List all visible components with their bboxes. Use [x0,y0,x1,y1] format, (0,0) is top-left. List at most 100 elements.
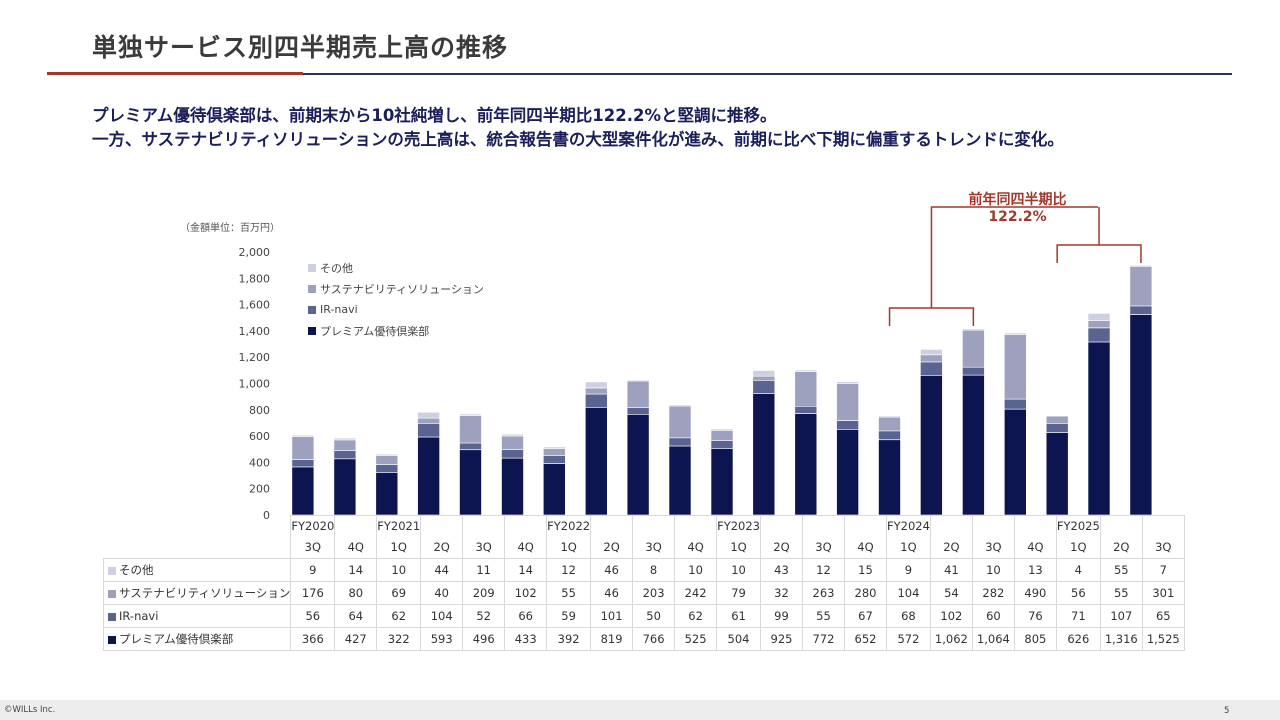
data-label: 263 [801,581,845,605]
bar-segment-1 [752,379,776,394]
data-label: 56 [1055,581,1101,605]
y-tick-label: 1,800 [239,272,271,285]
data-label: 203 [632,581,676,605]
fiscal-year-label [1141,515,1185,536]
bar-segment-2 [1087,320,1111,329]
quarter-label: 4Q [334,536,378,559]
data-label: 44 [420,558,464,582]
bar-segment-3 [1003,332,1027,336]
fiscal-year-label [462,515,506,536]
bar-segment-2 [962,329,985,368]
title-underline [303,73,1232,75]
series-swatch [108,612,116,621]
bar-segment-2 [417,417,440,424]
bar-segment-3 [501,433,524,437]
quarter-label: 2Q [759,536,803,559]
data-label: 101 [590,604,634,628]
data-label: 66 [504,604,548,628]
legend-item: その他 [308,257,484,278]
quarter-label: 3Q [971,536,1015,559]
chart-legend: その他 サステナビリティソリューション IR-navi プレミアム優待倶楽部 [308,257,484,341]
data-label: 1,525 [1141,627,1185,651]
data-label: 68 [885,604,931,628]
data-label: 14 [334,558,378,582]
legend-label: IR-navi [320,303,358,316]
legend-swatch [308,305,316,314]
table-row: 3Q 4Q 1Q 2Q 3Q 4Q 1Q 2Q 3Q 4Q 1Q 2Q 3Q 4Q 1Q 2Q 3Q 4Q 1Q 2Q… [104,536,1185,559]
bar-segment-3 [794,369,818,373]
quarter-label: 3Q [462,536,506,559]
fiscal-year-label [843,515,887,536]
bar-segment-2 [794,371,818,407]
bracket-2024 [888,307,975,326]
bar-segment-2 [1003,334,1027,400]
fiscal-year-label [971,515,1015,536]
fiscal-year-label: FY2021 [376,515,422,536]
data-label: 242 [674,581,718,605]
bar-segment-2 [836,383,859,421]
data-label: 925 [759,627,803,651]
data-label: 1,064 [971,627,1015,651]
data-label: 102 [504,581,548,605]
y-tick-label: 2,000 [239,246,271,259]
y-tick-label: 800 [249,404,270,417]
series-name: IR-navi [119,609,159,623]
quarter-label: 2Q [929,536,973,559]
table-row: プレミアム優待倶楽部 366 427 322 593 496 433 392 819 766 525… [102,627,1185,651]
quarter-label: 2Q [420,536,464,559]
series-name: プレミアム優待倶楽部 [119,632,234,646]
quarter-label: 4Q [674,536,718,559]
bar-segment-1 [836,420,859,430]
bar-segment-3 [920,349,943,356]
bar-segment-2 [375,455,399,465]
bar-segment-2 [542,448,566,456]
bar-segment-1 [920,361,943,376]
fiscal-year-label [1013,515,1057,536]
data-label: 7 [1141,558,1185,582]
bar-segment-2 [333,439,357,451]
quarter-label: 3Q [801,536,845,559]
bar-segment-3 [542,446,566,449]
bar-segment-0 [962,374,985,516]
fiscal-year-label [504,515,548,536]
bar-segment-2 [668,405,692,439]
fiscal-year-label [1099,515,1143,536]
bar-segment-1 [459,442,482,450]
bar-segment-3 [417,411,440,419]
data-label: 43 [759,558,803,582]
data-label: 62 [674,604,718,628]
data-label: 55 [1099,581,1143,605]
data-label: 1,316 [1099,627,1143,651]
fiscal-year-label [632,515,676,536]
bar-segment-3 [626,379,650,382]
bar-segment-1 [417,422,440,438]
data-label: 64 [334,604,378,628]
data-label: 15 [843,558,887,582]
data-label: 525 [674,627,718,651]
bar-segment-3 [836,381,859,385]
lead-text-line-1: プレミアム優待倶楽部は、前期末から10社純増し、前年同四半期比122.2%と堅調… [92,106,777,125]
series-label: IR-navi [102,604,292,628]
data-label: 10 [971,558,1015,582]
data-label: 593 [420,627,464,651]
yoy-annotation-value: 122.2% [988,209,1047,225]
bar-segment-1 [333,450,357,460]
data-label: 14 [504,558,548,582]
data-label: 8 [632,558,676,582]
data-label: 652 [843,627,887,651]
legend-item: プレミアム優待倶楽部 [308,320,484,341]
data-label: 62 [376,604,422,628]
data-label: 60 [971,604,1015,628]
bar-segment-1 [1045,422,1069,433]
data-label: 71 [1055,604,1101,628]
bar-segment-3 [668,404,692,407]
y-tick-label: 1,400 [239,325,271,338]
bar-segment-3 [333,437,357,441]
data-label: 65 [1141,604,1185,628]
bracket-connector-left [930,206,1098,308]
bar-segment-1 [1129,305,1153,315]
bar-segment-0 [375,472,399,516]
page-number: 5 [1224,706,1230,716]
data-label: 626 [1055,627,1101,651]
bar-segment-3 [584,381,608,389]
